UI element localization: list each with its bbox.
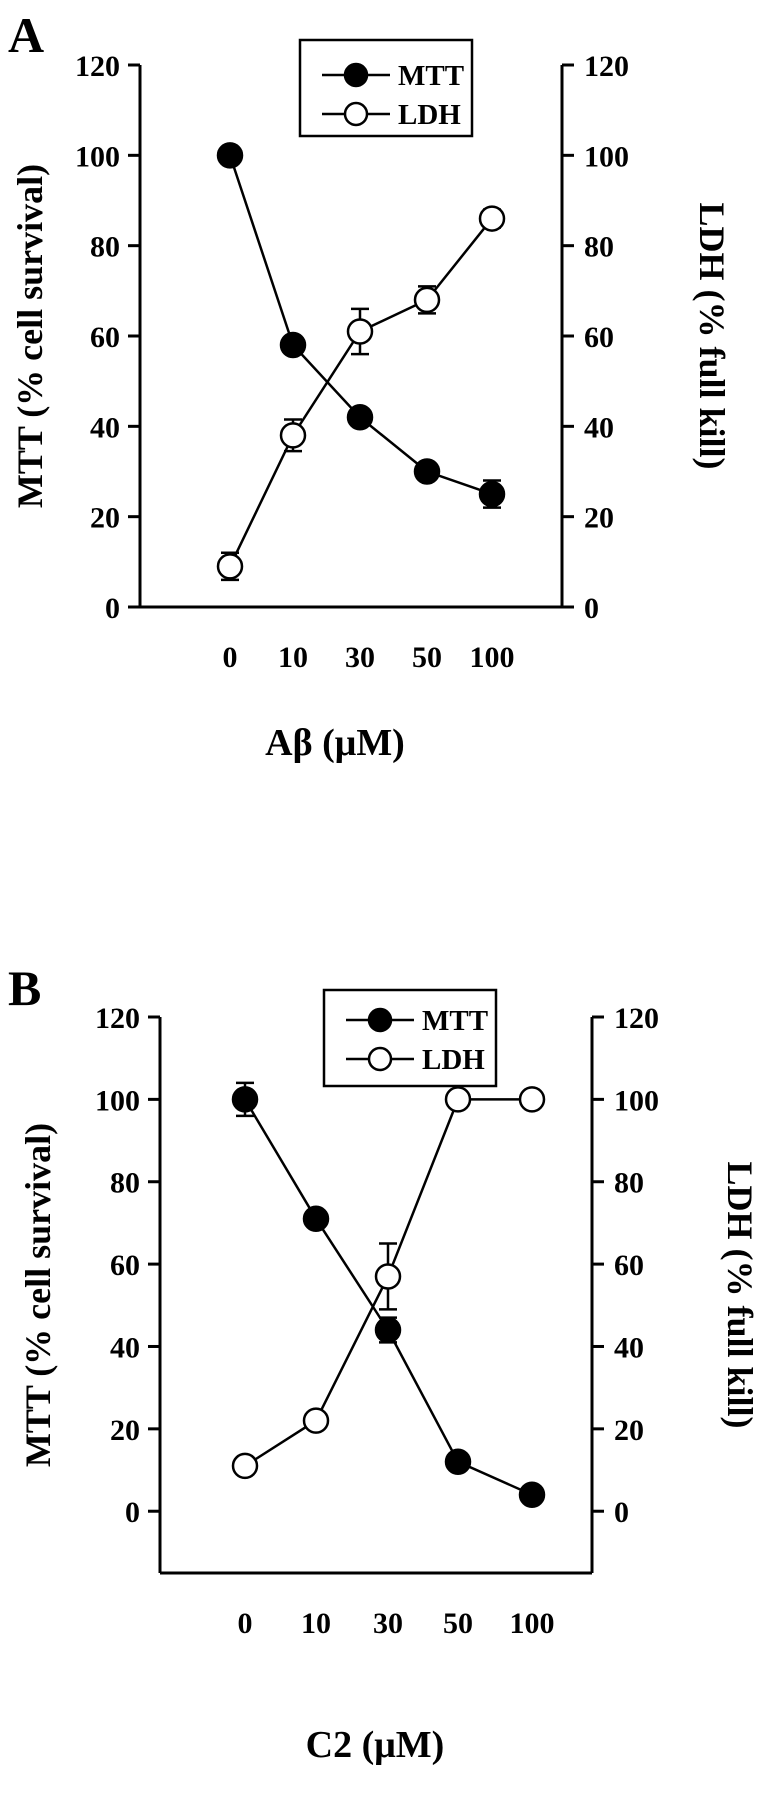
left-y-tick-label: 20 bbox=[110, 1414, 140, 1447]
x-tick-label: 100 bbox=[510, 1607, 555, 1640]
chart-panel-a: A 0 0 20 20 40 40 60 60 80 80 100 100 120 120 0 10 30 50 10… bbox=[8, 7, 732, 764]
legend-mtt-marker bbox=[343, 62, 369, 88]
ldh-data-point bbox=[302, 1407, 330, 1434]
x-tick-label: 50 bbox=[412, 641, 442, 674]
left-y-axis-title: MTT (% cell survival) bbox=[10, 164, 50, 508]
x-tick-label: 100 bbox=[470, 641, 515, 674]
panel-letter: B bbox=[8, 960, 41, 1016]
ldh-data-point bbox=[444, 1086, 472, 1113]
right-y-tick-label: 20 bbox=[584, 502, 614, 535]
x-tick-label: 50 bbox=[443, 1607, 473, 1640]
legend-ldh-marker bbox=[343, 101, 369, 127]
left-y-tick-label: 80 bbox=[110, 1167, 140, 1200]
right-y-tick-label: 40 bbox=[614, 1331, 644, 1364]
mtt-data-point bbox=[216, 142, 244, 169]
left-y-tick-label: 40 bbox=[90, 411, 120, 444]
ldh-data-point bbox=[279, 422, 307, 449]
mtt-data-point bbox=[413, 458, 441, 485]
right-y-tick-label: 40 bbox=[584, 411, 614, 444]
mtt-data-point bbox=[279, 331, 307, 359]
mtt-data-point bbox=[518, 1481, 546, 1508]
x-tick-label: 0 bbox=[223, 641, 238, 674]
legend-mtt-label: MTT bbox=[398, 60, 464, 92]
mtt-data-point bbox=[302, 1205, 330, 1233]
x-axis-title: C2 (μM) bbox=[306, 1724, 445, 1766]
left-y-axis-title: MTT (% cell survival) bbox=[18, 1123, 58, 1467]
right-y-tick-label: 120 bbox=[614, 1002, 659, 1035]
right-y-tick-label: 20 bbox=[614, 1414, 644, 1447]
ldh-data-point bbox=[216, 553, 244, 580]
mtt-data-point bbox=[231, 1086, 259, 1113]
mtt-data-point bbox=[374, 1316, 402, 1344]
legend: MTT LDH bbox=[322, 988, 498, 1088]
chart-panel-b: B 0 0 20 20 40 40 60 60 80 80 100 100 120 120 0 10 30 50 10… bbox=[8, 960, 760, 1766]
x-tick-label: 10 bbox=[301, 1607, 331, 1640]
right-y-tick-label: 100 bbox=[614, 1084, 659, 1117]
right-y-tick-label: 60 bbox=[584, 321, 614, 354]
legend: MTT LDH bbox=[298, 38, 474, 138]
left-y-tick-label: 100 bbox=[75, 140, 120, 173]
right-y-axis-title: LDH (% full kill) bbox=[720, 1161, 760, 1428]
left-y-tick-label: 80 bbox=[90, 231, 120, 264]
mtt-data-point bbox=[346, 404, 374, 431]
right-y-tick-label: 120 bbox=[584, 50, 629, 83]
x-axis-title: Aβ (μM) bbox=[265, 722, 405, 764]
legend-mtt-label: MTT bbox=[422, 1005, 488, 1037]
ldh-data-point bbox=[413, 286, 441, 314]
mtt-data-point bbox=[444, 1448, 472, 1476]
x-tick-label: 30 bbox=[373, 1607, 403, 1640]
left-y-tick-label: 60 bbox=[90, 321, 120, 354]
left-y-tick-label: 20 bbox=[90, 502, 120, 535]
legend-mtt-marker bbox=[367, 1007, 393, 1033]
right-y-tick-label: 100 bbox=[584, 140, 629, 173]
legend-box bbox=[298, 38, 474, 138]
ldh-data-point bbox=[518, 1086, 546, 1113]
right-y-tick-label: 80 bbox=[584, 231, 614, 264]
left-y-tick-label: 120 bbox=[95, 1002, 140, 1035]
right-y-tick-label: 80 bbox=[614, 1167, 644, 1200]
right-y-tick-label: 60 bbox=[614, 1249, 644, 1282]
legend-ldh-label: LDH bbox=[422, 1044, 485, 1076]
ldh-data-point bbox=[478, 205, 506, 232]
ldh-data-point bbox=[231, 1452, 259, 1480]
left-y-tick-label: 0 bbox=[125, 1496, 140, 1529]
ldh-data-point bbox=[346, 318, 374, 345]
left-y-tick-label: 0 bbox=[105, 592, 120, 625]
left-y-tick-label: 120 bbox=[75, 50, 120, 83]
left-y-tick-label: 40 bbox=[110, 1331, 140, 1364]
x-tick-label: 10 bbox=[278, 641, 308, 674]
legend-ldh-marker bbox=[367, 1046, 393, 1072]
left-y-tick-label: 100 bbox=[95, 1084, 140, 1117]
mtt-data-point bbox=[478, 480, 506, 508]
right-y-axis-title: LDH (% full kill) bbox=[692, 202, 732, 469]
right-y-tick-label: 0 bbox=[584, 592, 599, 625]
left-y-tick-label: 60 bbox=[110, 1249, 140, 1282]
x-tick-label: 0 bbox=[238, 1607, 253, 1640]
right-y-tick-label: 0 bbox=[614, 1496, 629, 1529]
panel-letter: A bbox=[8, 7, 44, 63]
ldh-data-point bbox=[374, 1263, 402, 1290]
x-tick-label: 30 bbox=[345, 641, 375, 674]
legend-box bbox=[322, 988, 498, 1088]
legend-ldh-label: LDH bbox=[398, 99, 461, 131]
